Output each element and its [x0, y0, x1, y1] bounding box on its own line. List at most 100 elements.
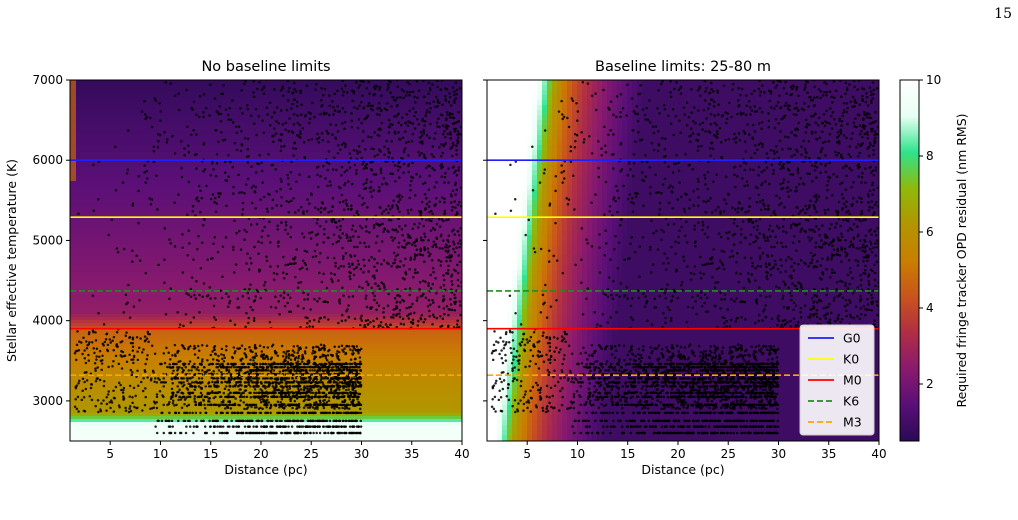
star-point	[304, 346, 308, 349]
star-point	[308, 403, 312, 407]
star-point	[316, 405, 319, 409]
star-point	[380, 281, 383, 284]
map-row	[70, 203, 462, 207]
star-point	[352, 273, 356, 277]
map-cell	[612, 95, 618, 101]
star-point	[129, 368, 133, 372]
star-point	[292, 419, 296, 423]
star-point	[159, 119, 162, 122]
star-point	[411, 132, 415, 136]
star-point	[266, 419, 269, 423]
star-point	[449, 133, 452, 136]
star-point	[244, 403, 248, 407]
star-point	[442, 239, 445, 242]
star-point	[425, 134, 429, 137]
map-cell	[512, 90, 518, 96]
map-row	[70, 398, 462, 402]
star-point	[413, 114, 416, 118]
star-point	[177, 398, 180, 402]
star-point	[352, 92, 356, 95]
map-cell	[837, 85, 843, 91]
star-point	[400, 88, 404, 91]
star-point	[75, 407, 79, 411]
star-point	[172, 362, 175, 366]
star-point	[121, 391, 125, 394]
star-point	[292, 122, 296, 126]
map-cell	[662, 90, 668, 96]
star-point	[289, 358, 293, 361]
star-point	[80, 341, 83, 344]
star-point	[363, 117, 366, 121]
star-point	[240, 142, 244, 146]
star-point	[83, 349, 86, 352]
star-point	[214, 395, 217, 399]
star-point	[303, 156, 306, 159]
star-point	[241, 294, 245, 298]
star-point	[252, 95, 256, 99]
star-point	[396, 207, 400, 210]
star-point	[284, 385, 287, 388]
star-point	[289, 226, 293, 229]
star-point	[162, 403, 165, 407]
map-cell	[617, 95, 623, 101]
star-point	[423, 232, 426, 235]
star-point	[220, 353, 223, 356]
star-point	[321, 369, 324, 372]
star-point	[239, 107, 242, 110]
star-point	[441, 317, 445, 320]
star-point	[414, 238, 418, 242]
star-point	[235, 431, 239, 435]
star-point	[405, 113, 409, 116]
star-point	[342, 265, 346, 268]
map-cell	[587, 95, 593, 101]
star-point	[284, 369, 288, 372]
star-point	[322, 272, 325, 276]
star-point	[398, 176, 401, 179]
map-cell	[567, 85, 573, 91]
star-point	[304, 369, 308, 372]
star-point	[342, 90, 345, 94]
star-point	[108, 338, 112, 341]
star-point	[393, 296, 397, 300]
star-point	[313, 365, 316, 369]
star-point	[283, 402, 286, 406]
star-point	[433, 168, 436, 172]
star-point	[264, 369, 268, 372]
star-point	[394, 180, 397, 183]
star-point	[378, 205, 381, 209]
star-point	[215, 202, 218, 205]
star-point	[300, 411, 304, 415]
star-point	[355, 81, 358, 84]
map-cell	[787, 80, 793, 86]
star-point	[311, 406, 315, 409]
star-point	[260, 169, 264, 173]
star-point	[352, 419, 355, 423]
star-point	[290, 353, 293, 357]
star-point	[458, 239, 462, 242]
star-point	[317, 208, 320, 211]
star-point	[298, 173, 301, 176]
star-point	[427, 298, 431, 302]
star-point	[424, 280, 427, 283]
star-point	[410, 179, 413, 183]
star-point	[454, 181, 458, 185]
star-point	[311, 325, 315, 328]
map-cell	[622, 90, 628, 96]
map-cell	[852, 95, 858, 101]
star-point	[327, 211, 330, 214]
star-point	[342, 377, 346, 380]
star-point	[392, 313, 395, 317]
star-point	[399, 301, 402, 304]
x-tick-label: 30	[354, 447, 369, 461]
star-point	[336, 151, 340, 155]
star-point	[266, 210, 270, 213]
star-point	[247, 375, 250, 379]
star-point	[251, 308, 254, 312]
star-point	[454, 183, 457, 187]
star-point	[431, 313, 435, 316]
star-point	[314, 206, 317, 210]
star-point	[319, 348, 323, 351]
star-point	[302, 235, 306, 239]
map-row	[70, 185, 462, 189]
star-point	[120, 388, 123, 392]
